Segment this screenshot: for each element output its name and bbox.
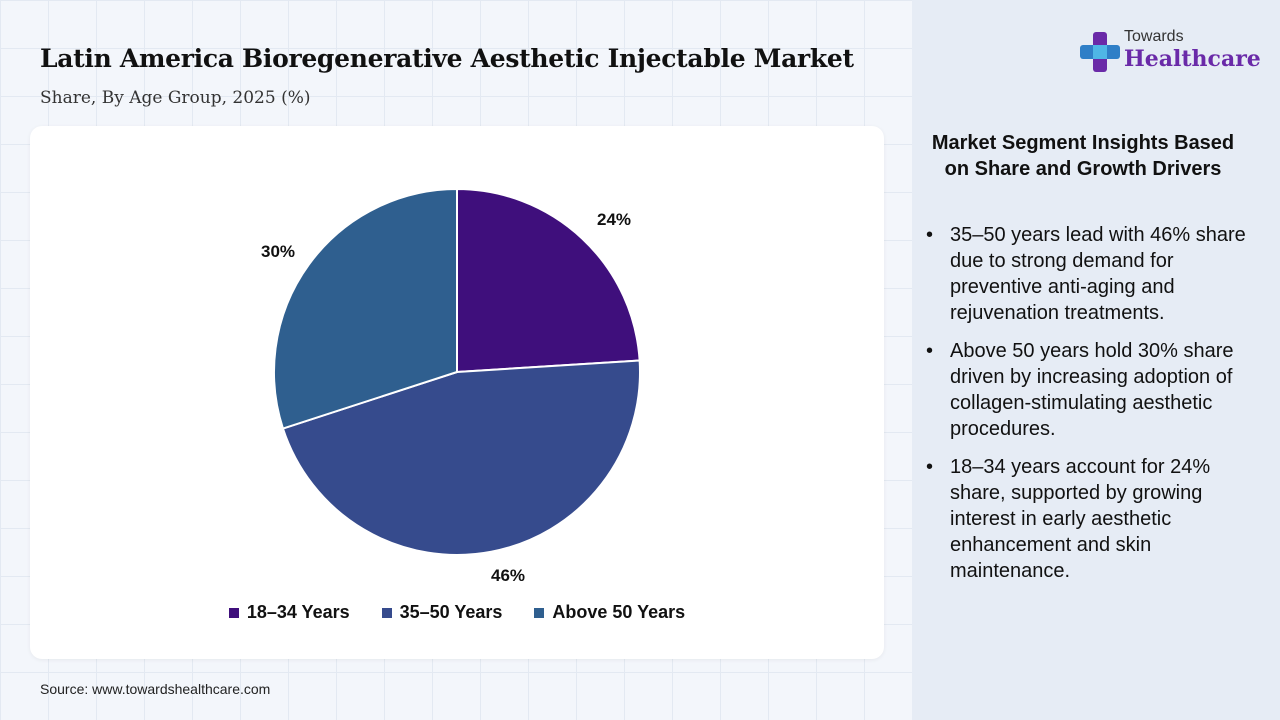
legend-item: 18–34 Years [228, 602, 350, 623]
brand-main-text: Healthcare [1124, 46, 1261, 72]
insights-list: • 35–50 years lead with 46% share due to … [920, 222, 1250, 596]
legend-item: Above 50 Years [534, 602, 685, 623]
insight-item: • 35–50 years lead with 46% share due to … [920, 222, 1250, 326]
plus-icon [1080, 32, 1120, 72]
chart-legend: 18–34 Years 35–50 Years Above 50 Years [0, 602, 884, 623]
pie-chart: 24% 46% 30% [261, 187, 641, 585]
pie-slice [456, 187, 641, 374]
source-note: Source: www.towardshealthcare.com [40, 681, 271, 697]
pie-slice [281, 359, 641, 556]
legend-swatch [534, 607, 545, 618]
bullet-icon: • [926, 224, 934, 246]
pie-slice [273, 187, 458, 430]
bullet-icon: • [926, 456, 934, 478]
insight-text: 18–34 years account for 24% share, suppo… [950, 456, 1211, 582]
insight-item: • 18–34 years account for 24% share, supp… [920, 454, 1250, 584]
insights-panel [912, 0, 1280, 720]
legend-label: Above 50 Years [552, 602, 686, 622]
legend-swatch [228, 607, 239, 618]
chart-subtitle: Share, By Age Group, 2025 (%) [40, 88, 311, 108]
insight-text: 35–50 years lead with 46% share due to s… [950, 224, 1246, 324]
slice-label: 46% [491, 566, 525, 585]
insights-title: Market Segment Insights Based on Share a… [931, 132, 1235, 180]
slice-label: 30% [261, 242, 295, 261]
brand-top-text: Towards [1124, 28, 1184, 45]
chart-title: Latin America Bioregenerative Aesthetic … [40, 44, 854, 73]
insight-text: Above 50 years hold 30% share driven by … [950, 340, 1234, 440]
brand-logo: Towards Healthcare [1080, 26, 1261, 82]
legend-item: 35–50 Years [381, 602, 503, 623]
legend-label: 18–34 Years [246, 602, 350, 622]
insight-item: • Above 50 years hold 30% share driven by… [920, 338, 1250, 442]
legend-swatch [381, 607, 392, 618]
legend-label: 35–50 Years [399, 602, 503, 622]
bullet-icon: • [926, 340, 934, 362]
slice-label: 24% [597, 210, 631, 229]
